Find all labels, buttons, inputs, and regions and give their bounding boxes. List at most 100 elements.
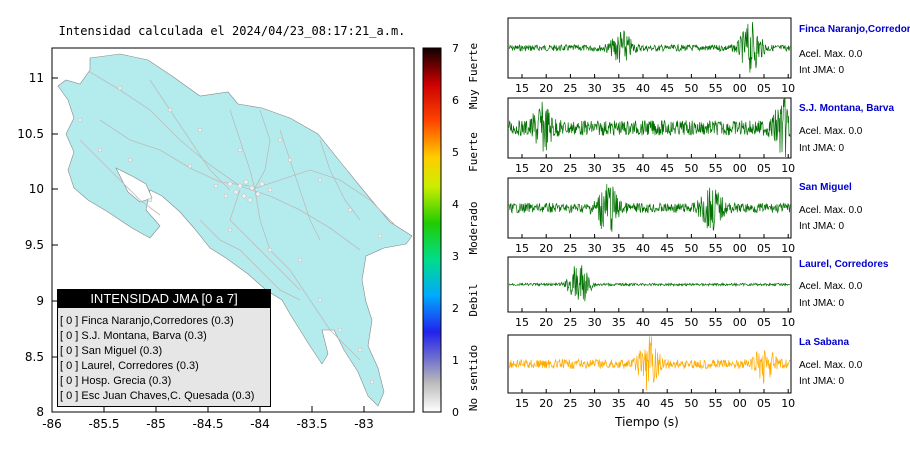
colorbar-category: Debil bbox=[467, 283, 480, 316]
colorbar: 0 1 2 3 4 5 6 7 No sentido Debil Moderad… bbox=[422, 42, 480, 419]
waveform-tick-label: 20 bbox=[539, 162, 553, 175]
waveform-tick-label: 55 bbox=[709, 82, 723, 95]
colorbar-tick: 3 bbox=[452, 250, 459, 263]
waveform-tick-label: 15 bbox=[515, 162, 529, 175]
legend-item: [ 0 ] Hosp. Grecia (0.3) bbox=[60, 375, 172, 387]
legend-list: [ 0 ] Finca Naranjo,Corredores (0.3) [ 0… bbox=[60, 314, 270, 404]
waveform-tick-label: 20 bbox=[539, 397, 553, 410]
waveform-panels: 15 20 25 30 35 40 45 50 55 00 05 10 15 20 25 30 35 40 45 50… bbox=[507, 17, 795, 410]
station-acel: Acel. Max. 0.0 bbox=[799, 126, 863, 137]
gulf-nicoya bbox=[115, 167, 153, 203]
x-tick-label: -85 bbox=[146, 417, 166, 431]
station-acel: Acel. Max. 0.0 bbox=[799, 360, 863, 371]
waveform-tick-label: 25 bbox=[563, 316, 577, 329]
colorbar-tick: 4 bbox=[452, 198, 459, 211]
waveform-tick-label: 25 bbox=[563, 242, 577, 255]
colorbar-category: Fuerte bbox=[467, 132, 480, 172]
waveform-tick-label: 55 bbox=[709, 316, 723, 329]
waveform-tick-label: 55 bbox=[709, 397, 723, 410]
station-markers bbox=[77, 85, 383, 385]
x-tick-label: -84.5 bbox=[192, 417, 223, 431]
colorbar-tick: 7 bbox=[452, 42, 459, 55]
y-tick-label: 9.5 bbox=[25, 238, 44, 252]
waveform-tick-label: 45 bbox=[660, 242, 674, 255]
waveform-tick-label: 10 bbox=[781, 162, 795, 175]
waveform-tick-label: 55 bbox=[709, 162, 723, 175]
colorbar-tick: 6 bbox=[452, 94, 459, 107]
waveform-tick-label: 05 bbox=[757, 82, 771, 95]
waveform-tick-label: 45 bbox=[660, 82, 674, 95]
legend-item: [ 0 ] Laurel, Corredores (0.3) bbox=[60, 360, 199, 372]
waveform-tick-label: 20 bbox=[539, 242, 553, 255]
waveform-tick-label: 05 bbox=[757, 242, 771, 255]
legend-item: [ 0 ] San Miguel (0.3) bbox=[60, 345, 163, 357]
colorbar-ticks: 0 1 2 3 4 5 6 7 bbox=[452, 42, 459, 419]
waveform-tick-label: 50 bbox=[684, 397, 698, 410]
waveform-tick-label: 30 bbox=[588, 82, 602, 95]
waveform-tick-label: 40 bbox=[636, 397, 650, 410]
map-title: Intensidad calculada el 2024/04/23_08:17… bbox=[59, 24, 406, 38]
colorbar-tick: 5 bbox=[452, 146, 459, 159]
colorbar-category: No sentido bbox=[467, 345, 480, 411]
waveform-tick-label: 00 bbox=[733, 397, 747, 410]
waveform-tick-label: 35 bbox=[612, 82, 626, 95]
waveform-tick-label: 05 bbox=[757, 162, 771, 175]
legend-item: [ 0 ] Finca Naranjo,Corredores (0.3) bbox=[60, 315, 234, 327]
waveform-tick-label: 40 bbox=[636, 82, 650, 95]
y-tick-label: 11 bbox=[29, 71, 44, 85]
station-name: S.J. Montana, Barva bbox=[799, 103, 895, 114]
x-tick-labels: -86 -85.5 -85 -84.5 -84 -83.5 -83 bbox=[42, 417, 374, 431]
y-tick-label: 8 bbox=[36, 405, 44, 419]
waveform-tick-label: 30 bbox=[588, 397, 602, 410]
waveform-tick-label: 10 bbox=[781, 82, 795, 95]
waveform-trace bbox=[508, 335, 791, 391]
waveform-tick-label: 55 bbox=[709, 242, 723, 255]
waveform-tick-label: 35 bbox=[612, 316, 626, 329]
station-acel: Acel. Max. 0.0 bbox=[799, 49, 863, 60]
legend-item: [ 0 ] S.J. Montana, Barva (0.3) bbox=[60, 330, 207, 342]
waveform-tick-label: 30 bbox=[588, 162, 602, 175]
x-tick-label: -86 bbox=[42, 417, 62, 431]
legend-title: INTENSIDAD JMA [0 a 7] bbox=[58, 290, 270, 308]
waveform-tick-label: 25 bbox=[563, 82, 577, 95]
waveform-tick-label: 10 bbox=[781, 316, 795, 329]
waveform-tick-label: 45 bbox=[660, 316, 674, 329]
intensity-legend: INTENSIDAD JMA [0 a 7] [ 0 ] Finca Naran… bbox=[57, 289, 271, 407]
waveform-tick-label: 40 bbox=[636, 316, 650, 329]
station-acel: Acel. Max. 0.0 bbox=[799, 205, 863, 216]
waveform-tick-label: 35 bbox=[612, 162, 626, 175]
waveform-tick-label: 50 bbox=[684, 316, 698, 329]
waveform-tick-label: 10 bbox=[781, 242, 795, 255]
y-tick-label: 9 bbox=[36, 294, 44, 308]
waveform-tick-label: 05 bbox=[757, 316, 771, 329]
station-name: San Miguel bbox=[799, 182, 852, 193]
waveform-tick-label: 30 bbox=[588, 316, 602, 329]
legend-item: [ 0 ] Esc Juan Chaves,C. Quesada (0.3) bbox=[60, 390, 255, 402]
waveform-tick-label: 35 bbox=[612, 397, 626, 410]
y-tick-label: 10.5 bbox=[17, 127, 44, 141]
waveform-tick-label: 20 bbox=[539, 316, 553, 329]
waveform-tick-label: 15 bbox=[515, 82, 529, 95]
waveform-tick-label: 10 bbox=[781, 397, 795, 410]
colorbar-category: Moderado bbox=[467, 202, 480, 255]
station-acel: Acel. Max. 0.0 bbox=[799, 281, 863, 292]
waveform-tick-label: 45 bbox=[660, 397, 674, 410]
waveform-tick-label: 40 bbox=[636, 242, 650, 255]
x-tick-label: -83.5 bbox=[296, 417, 327, 431]
x-tick-label: -85.5 bbox=[88, 417, 119, 431]
waveform-tick-label: 00 bbox=[733, 316, 747, 329]
y-tick-label: 8.5 bbox=[25, 350, 44, 364]
waveform-tick-label: 00 bbox=[733, 82, 747, 95]
waveform-tick-label: 05 bbox=[757, 397, 771, 410]
waveform-tick-label: 35 bbox=[612, 242, 626, 255]
waveform-tick-label: 00 bbox=[733, 242, 747, 255]
station-name: Finca Naranjo,Corredores bbox=[799, 24, 910, 35]
station-name: La Sabana bbox=[799, 337, 850, 348]
waveform-tick-label: 40 bbox=[636, 162, 650, 175]
waveform-tick-label: 15 bbox=[515, 397, 529, 410]
station-int: Int JMA: 0 bbox=[799, 298, 845, 309]
station-int: Int JMA: 0 bbox=[799, 221, 845, 232]
waveform-tick-label: 15 bbox=[515, 242, 529, 255]
waveform-tick-label: 45 bbox=[660, 162, 674, 175]
map-panel: -86 -85.5 -85 -84.5 -84 -83.5 -83 8 8.5 … bbox=[17, 47, 415, 431]
